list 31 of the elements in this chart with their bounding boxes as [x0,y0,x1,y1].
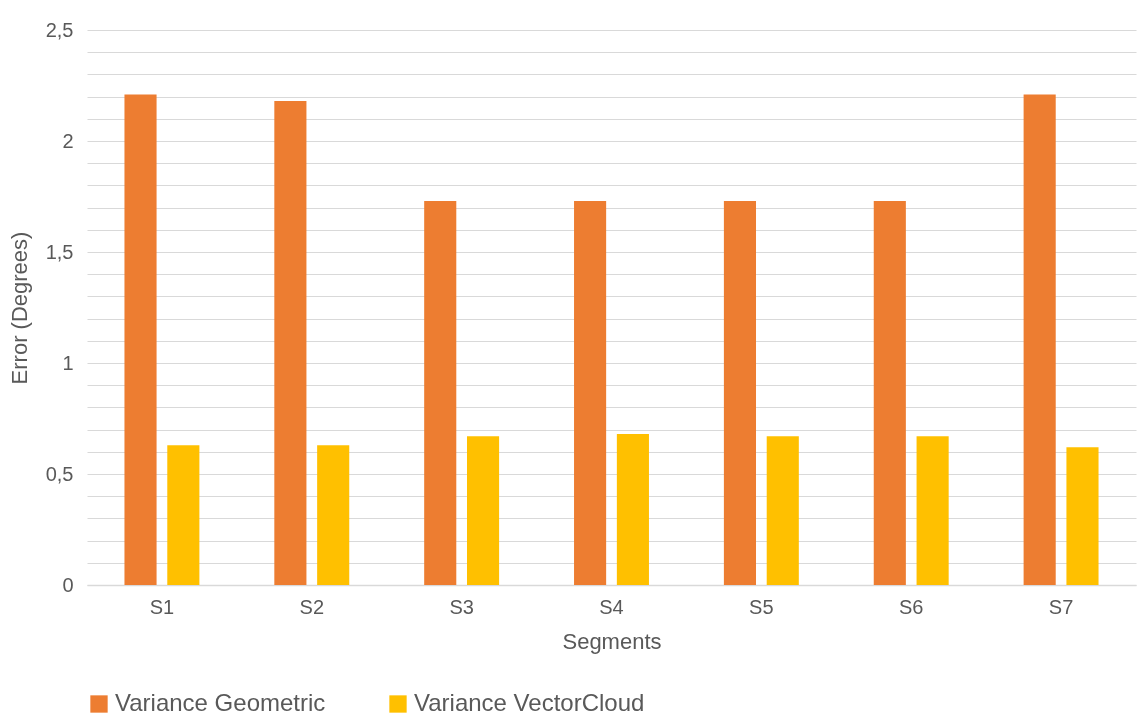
bar [424,200,457,585]
bar [317,445,350,585]
bar [124,94,157,585]
y-tick-label: 1 [62,351,74,374]
y-axis-title: Error (Degrees) [6,231,32,385]
bar [1066,447,1099,585]
bar [466,436,500,585]
y-tick-label: 1,5 [45,240,74,263]
y-tick-label: 0 [62,573,74,596]
x-tick-label: S1 [149,595,175,618]
bar [766,436,799,585]
legend-label: Variance VectorCloud [414,689,645,716]
y-tick-label: 2,5 [45,18,74,41]
x-tick-label: S7 [1048,595,1074,618]
legend-label: Variance Geometric [115,689,326,716]
y-tick-label: 2 [62,129,74,152]
x-tick-label: S4 [599,595,624,618]
x-tick-label: S2 [299,595,325,618]
y-tick-label: 0,5 [45,462,74,485]
bar [167,445,200,585]
x-tick-label: S5 [749,595,774,618]
bar [616,434,649,585]
x-axis-title: Segments [562,628,662,654]
bar [574,200,607,585]
bar [916,436,949,585]
bar [723,200,757,585]
bar [1023,94,1056,585]
x-tick-label: S6 [898,595,924,618]
x-tick-label: S3 [449,595,474,618]
bar [274,101,307,585]
bar [873,200,906,585]
